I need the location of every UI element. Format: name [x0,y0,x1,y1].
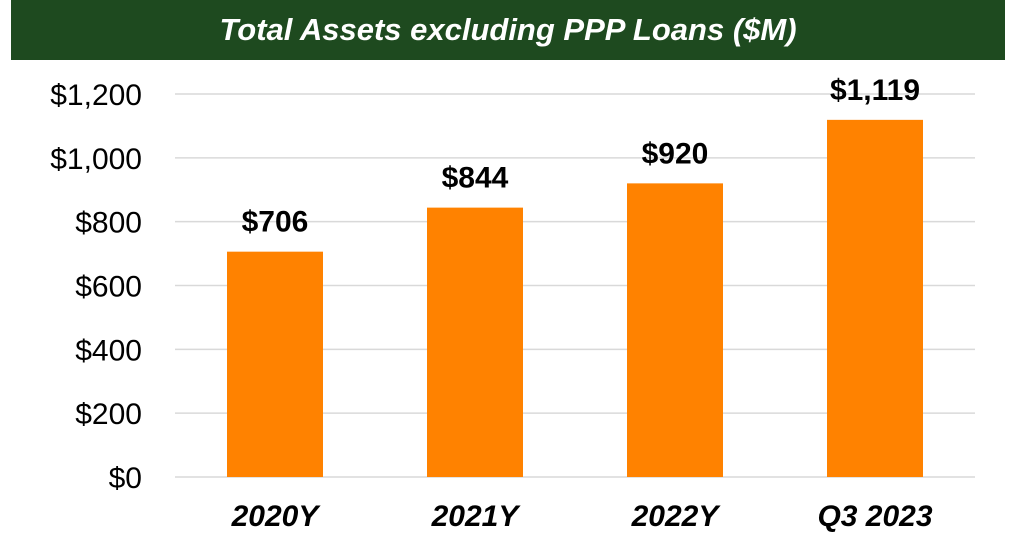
bar [827,119,923,477]
y-tick-label: $600 [75,271,142,304]
data-labels: $706 $844 $920 $1,119 [242,74,920,239]
y-tick-label: $400 [75,334,142,367]
x-category-label: 2022Y [631,500,722,533]
data-label: $920 [642,137,709,170]
bar [627,183,723,477]
bars [227,119,923,477]
x-category-label: 2020Y [231,500,322,533]
bar [227,251,323,477]
y-tick-label: $1,200 [50,79,142,112]
data-label: $706 [242,206,309,239]
bar [427,207,523,477]
data-label: $844 [442,162,509,195]
x-category-label: 2021Y [431,500,522,533]
x-category-label: Q3 2023 [817,500,932,533]
y-axis-ticks: $0 $200 $400 $600 $800 $1,000 $1,200 [50,79,142,495]
chart-title: Total Assets excluding PPP Loans ($M) [11,0,1005,60]
y-tick-label: $800 [75,207,142,240]
y-tick-label: $0 [109,462,142,495]
x-axis-categories: 2020Y 2021Y 2022Y Q3 2023 [231,500,933,533]
y-tick-label: $200 [75,398,142,431]
y-tick-label: $1,000 [50,143,142,176]
data-label: $1,119 [830,74,920,107]
